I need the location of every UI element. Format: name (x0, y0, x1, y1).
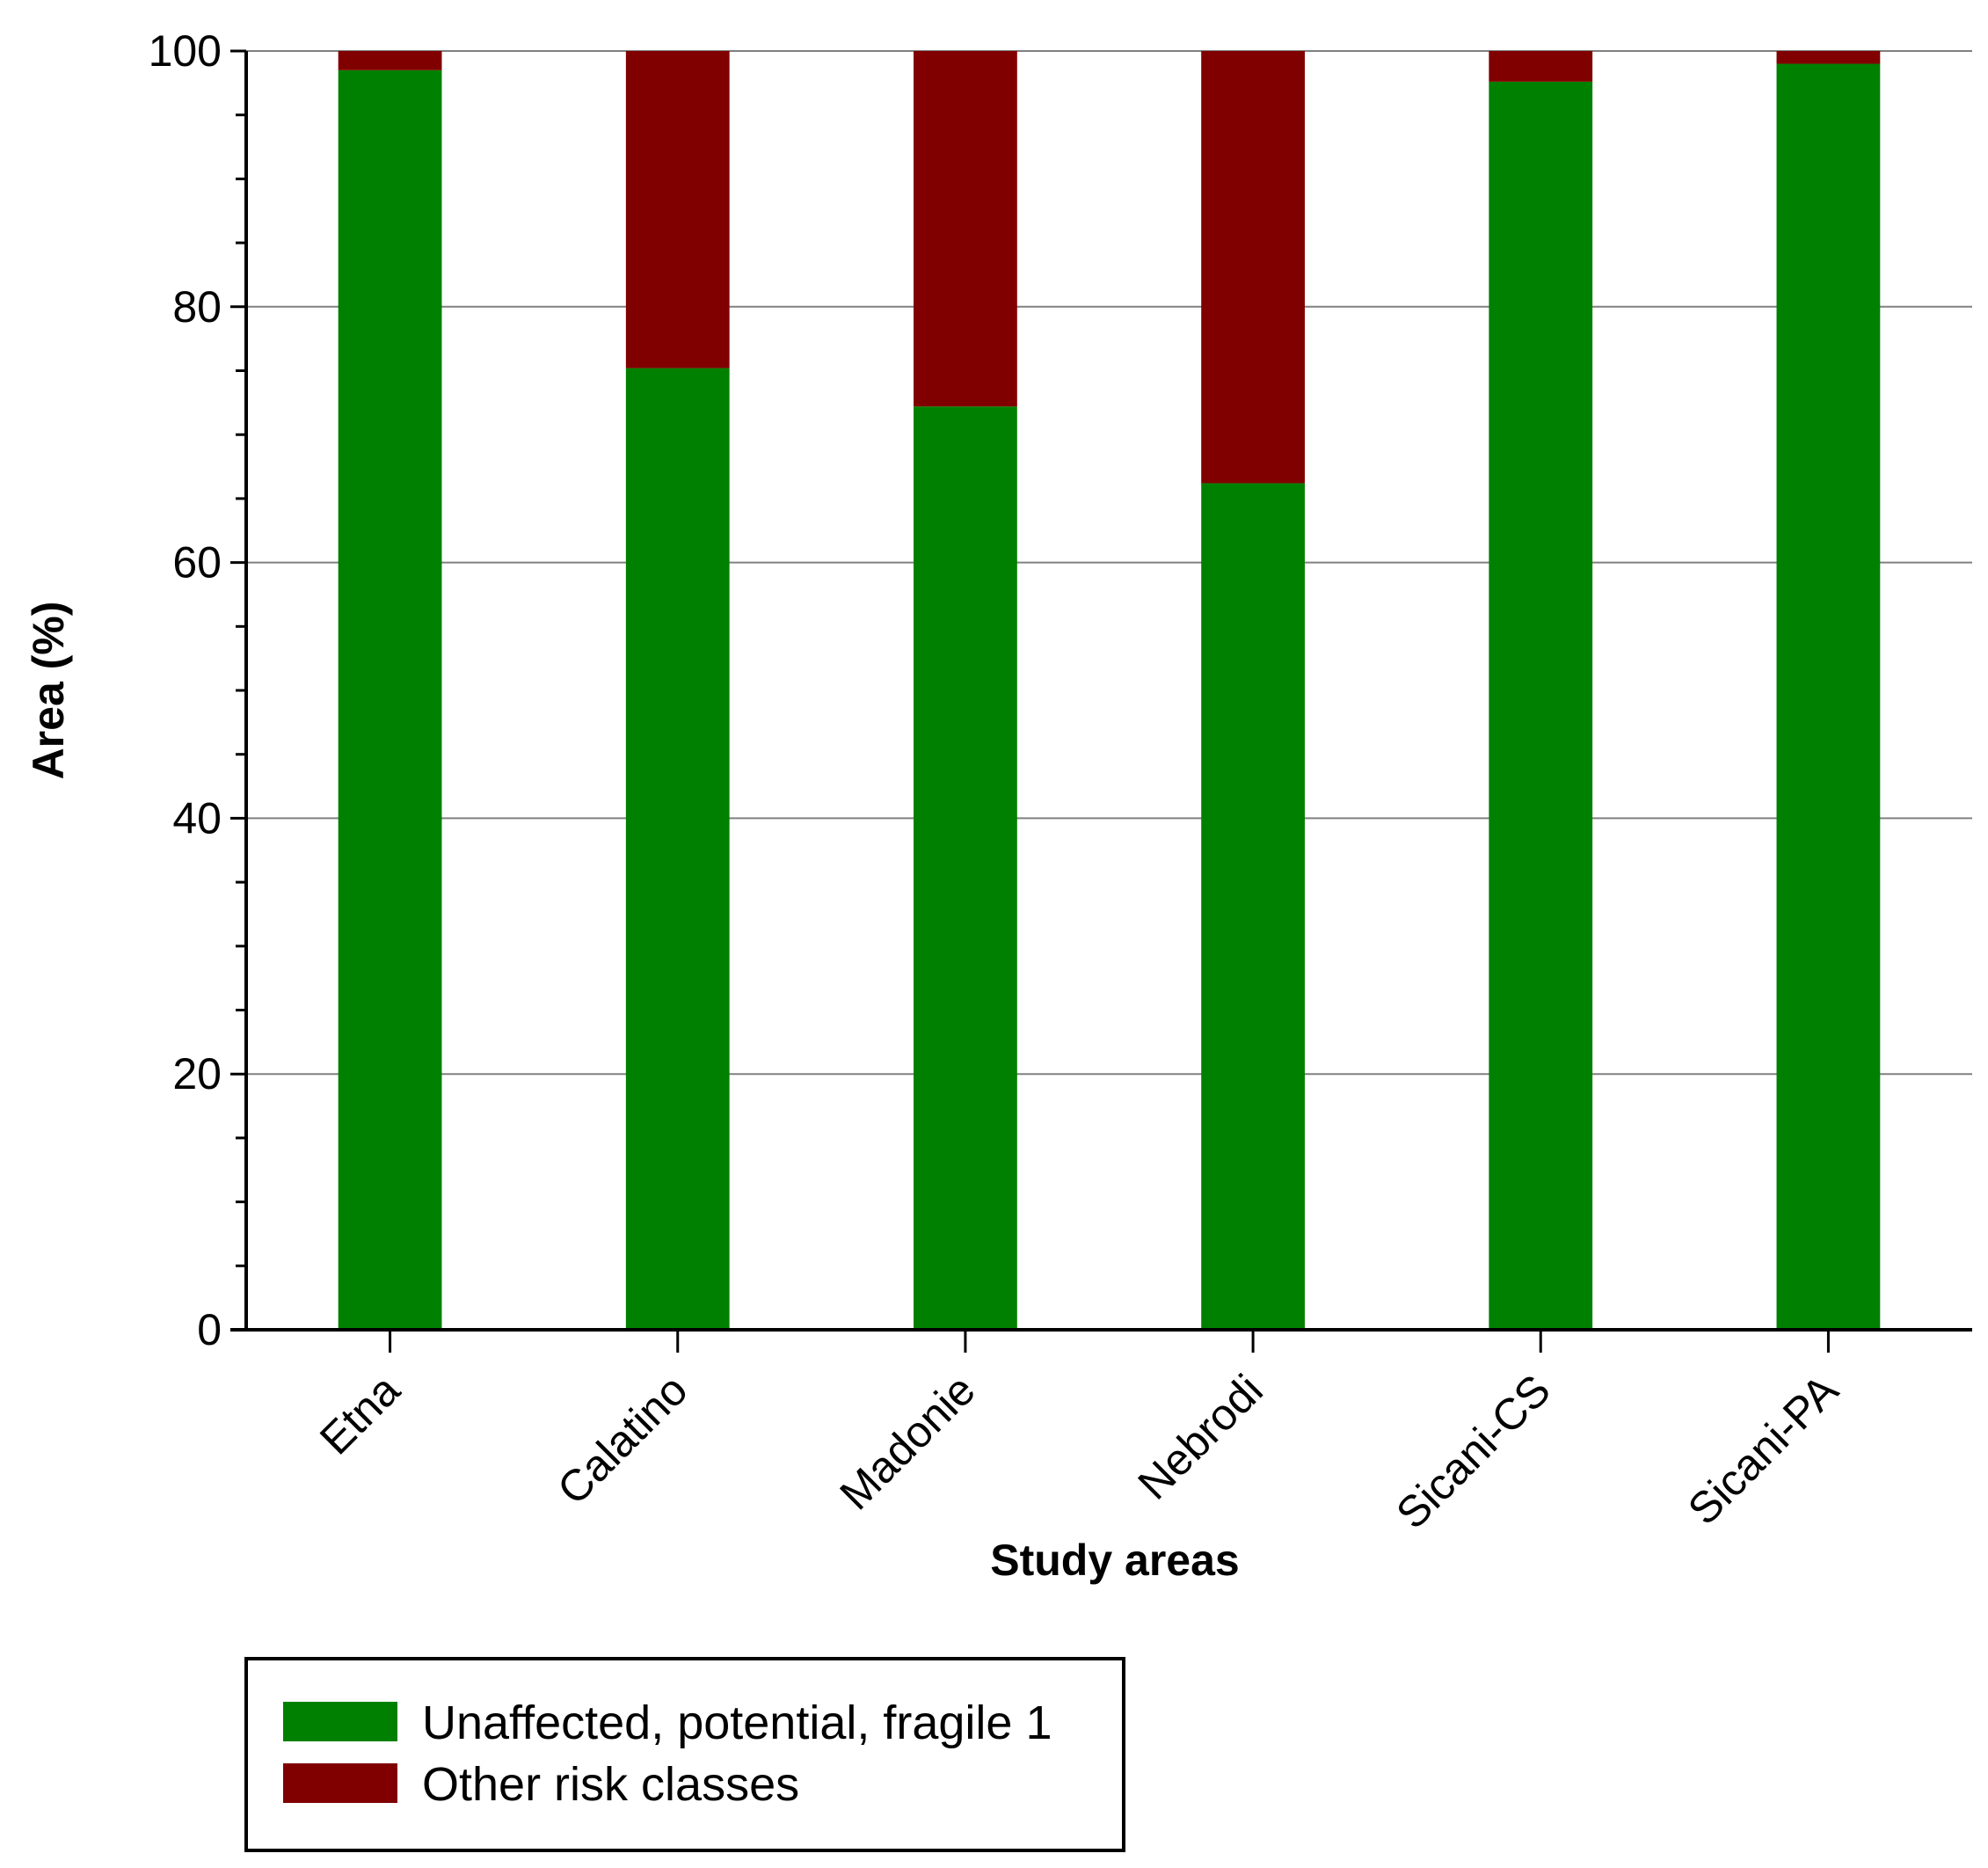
x-tick-label: Sicani-CS (1387, 1365, 1560, 1538)
bar-sicani-cs-series-1 (1489, 51, 1593, 82)
x-tick-label: Calatino (548, 1365, 696, 1514)
legend-swatch-other-risk (283, 1763, 397, 1803)
y-tick-label: 0 (197, 1305, 222, 1354)
axes (230, 49, 1972, 1353)
legend: Unaffected, potential, fragile 1 Other r… (244, 1657, 1125, 1852)
bar-madonie-series-0 (914, 406, 1017, 1330)
y-axis-title: Area (%) (24, 602, 73, 780)
y-tick-label: 60 (172, 538, 222, 587)
bar-madonie-series-1 (914, 51, 1017, 407)
y-tick-label: 40 (172, 793, 222, 843)
bar-nebrodi-series-0 (1201, 483, 1305, 1330)
bar-sicani-pa-series-1 (1776, 51, 1881, 64)
y-tick-label: 100 (149, 26, 222, 76)
x-tick-labels: Etna Calatino Madonie Nebrodi Sicani-CS Sican… (310, 1365, 1848, 1538)
y-tick-labels: 0 20 40 60 80 100 (149, 26, 222, 1354)
legend-label-other-risk: Other risk classes (422, 1758, 799, 1811)
bar-sicani-cs-series-0 (1489, 81, 1593, 1330)
x-axis-title: Study areas (990, 1536, 1239, 1585)
bar-sicani-pa-series-0 (1776, 63, 1881, 1330)
y-tick-label: 20 (172, 1049, 222, 1098)
bar-calatino-series-1 (625, 51, 730, 368)
x-tick-label: Madonie (830, 1365, 984, 1519)
x-tick-label: Etna (310, 1365, 409, 1463)
bar-calatino-series-0 (625, 368, 730, 1330)
bar-etna-series-0 (338, 69, 442, 1330)
gridlines (246, 50, 1972, 1076)
y-tick-label: 80 (172, 282, 222, 332)
bar-nebrodi-series-1 (1201, 51, 1305, 484)
bars (338, 51, 1881, 1330)
bar-etna-series-1 (338, 51, 442, 70)
legend-label-unaffected: Unaffected, potential, fragile 1 (422, 1697, 1052, 1749)
legend-box (244, 1657, 1125, 1852)
legend-swatch-unaffected (283, 1702, 397, 1741)
x-tick-label: Sicani-PA (1679, 1365, 1848, 1535)
x-tick-label: Nebrodi (1128, 1365, 1271, 1508)
